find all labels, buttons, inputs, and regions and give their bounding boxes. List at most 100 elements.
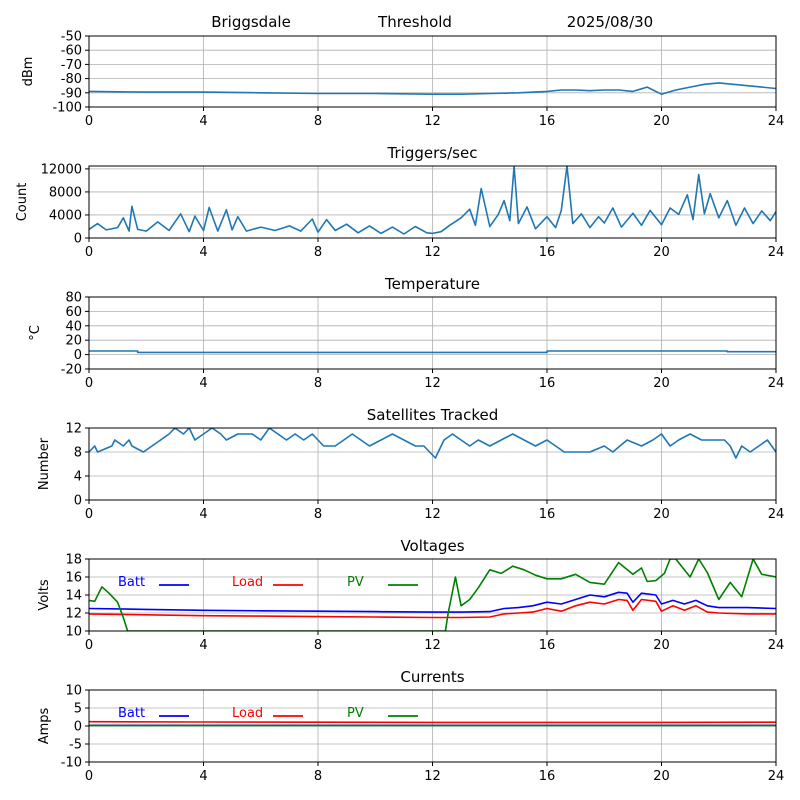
y-tick-label: -50 [61, 30, 82, 45]
series-group [89, 350, 776, 354]
x-tick-label: 20 [653, 376, 670, 391]
x-tick-label: 4 [199, 114, 207, 129]
x-tick-label: 0 [85, 245, 93, 260]
y-tick-label: 14 [65, 589, 82, 604]
y-axis-label: °C [28, 325, 43, 341]
series-line-triggers [89, 166, 776, 235]
x-tick-label: 12 [424, 114, 441, 129]
y-tick-label: -60 [61, 44, 82, 59]
panel-title: Satellites Tracked [367, 406, 498, 424]
legend-label-load: Load [232, 706, 263, 721]
header-station: Briggsdale [211, 13, 291, 31]
y-tick-label: 0 [74, 232, 82, 247]
x-tick-label: 20 [653, 769, 670, 784]
x-tick-label: 0 [85, 638, 93, 653]
legend-label-load: Load [232, 575, 263, 590]
series-line-batt [89, 591, 776, 613]
x-tick-label: 24 [768, 507, 785, 522]
y-axis-label: Amps [37, 707, 52, 744]
y-tick-label: 12000 [41, 162, 82, 177]
x-tick-label: 8 [314, 245, 322, 260]
x-tick-label: 16 [539, 245, 556, 260]
series-line-load [89, 720, 776, 724]
x-tick-label: 12 [424, 769, 441, 784]
legend-label-pv: PV [347, 706, 364, 721]
y-tick-label: 0 [74, 720, 82, 735]
panel-triggers: 0 4 8 12 16 20 24 0 4000 8000 12000 Triggers/sec Cou… [15, 144, 784, 260]
header-date: 2025/08/30 [567, 13, 653, 31]
series-line-satellites [89, 428, 776, 459]
x-tick-label: 20 [653, 114, 670, 129]
y-tick-label: 12 [65, 422, 82, 437]
x-tick-label: 0 [85, 114, 93, 129]
y-tick-label: -20 [61, 363, 82, 378]
y-tick-label: -5 [69, 738, 82, 753]
x-tick-label: 0 [85, 769, 93, 784]
y-tick-label: 0 [74, 348, 82, 363]
series-group [89, 166, 776, 235]
x-tick-label: 16 [539, 638, 556, 653]
x-tick-label: 0 [85, 376, 93, 391]
panel-title: Temperature [384, 275, 480, 293]
y-tick-label: -100 [52, 101, 82, 116]
x-tick-label: 24 [768, 376, 785, 391]
y-tick-label: 80 [65, 291, 82, 306]
y-tick-label: 16 [65, 571, 82, 586]
y-tick-label: 8 [74, 446, 82, 461]
y-axis-label: dBm [21, 57, 36, 87]
x-tick-label: 4 [199, 376, 207, 391]
x-tick-label: 24 [768, 638, 785, 653]
panel-currents: 0 4 8 12 16 20 24 -10 -5 0 5 10 Currents Amps Batt Load… [37, 668, 784, 784]
y-tick-label: -10 [61, 756, 82, 771]
y-tick-label: 4 [74, 470, 82, 485]
x-tick-label: 16 [539, 507, 556, 522]
y-tick-label: 10 [65, 684, 82, 699]
x-tick-label: 8 [314, 114, 322, 129]
legend-label-batt: Batt [118, 706, 145, 721]
x-tick-label: 4 [199, 769, 207, 784]
panel-threshold: 0 4 8 12 16 20 24 -100-90-80-70-60-50 dBm [21, 30, 784, 130]
x-tick-label: 16 [539, 769, 556, 784]
series-group [89, 559, 776, 631]
x-tick-label: 12 [424, 507, 441, 522]
y-tick-label: 20 [65, 334, 82, 349]
series-group [89, 82, 776, 95]
x-tick-label: 8 [314, 769, 322, 784]
y-tick-label: 12 [65, 607, 82, 622]
y-axis-label: Number [37, 437, 52, 490]
x-tick-label: 20 [653, 638, 670, 653]
x-tick-label: 16 [539, 376, 556, 391]
x-tick-label: 20 [653, 507, 670, 522]
y-tick-label: -90 [61, 86, 82, 101]
series-group [89, 720, 776, 727]
y-tick-label: 10 [65, 625, 82, 640]
series-line-load [89, 598, 776, 619]
x-tick-label: 20 [653, 245, 670, 260]
x-tick-label: 4 [199, 245, 207, 260]
x-tick-label: 4 [199, 507, 207, 522]
panel-voltages: 0 4 8 12 16 20 24 10 12 14 16 18 Voltages Volts Batt Lo… [37, 537, 784, 653]
y-axis-label: Volts [37, 579, 52, 611]
series-line-pv [89, 559, 776, 631]
legend-label-pv: PV [347, 575, 364, 590]
x-tick-label: 12 [424, 376, 441, 391]
series-line-threshold [89, 82, 776, 95]
y-tick-label: 18 [65, 553, 82, 568]
x-tick-label: 24 [768, 769, 785, 784]
series-line-temperature [89, 350, 776, 354]
panel-satellites: 0 4 8 12 16 20 24 0 4 8 12 Satellites Tracked Number [37, 406, 784, 522]
x-tick-label: 8 [314, 507, 322, 522]
panel-title: Voltages [400, 537, 464, 555]
series-group [89, 428, 776, 459]
y-tick-label: 8000 [49, 185, 82, 200]
y-tick-label: 0 [74, 494, 82, 509]
y-tick-label: 5 [74, 702, 82, 717]
x-tick-label: 12 [424, 638, 441, 653]
x-tick-label: 12 [424, 245, 441, 260]
header-mode: Threshold [377, 13, 452, 31]
x-tick-label: 24 [768, 114, 785, 129]
x-tick-label: 24 [768, 245, 785, 260]
